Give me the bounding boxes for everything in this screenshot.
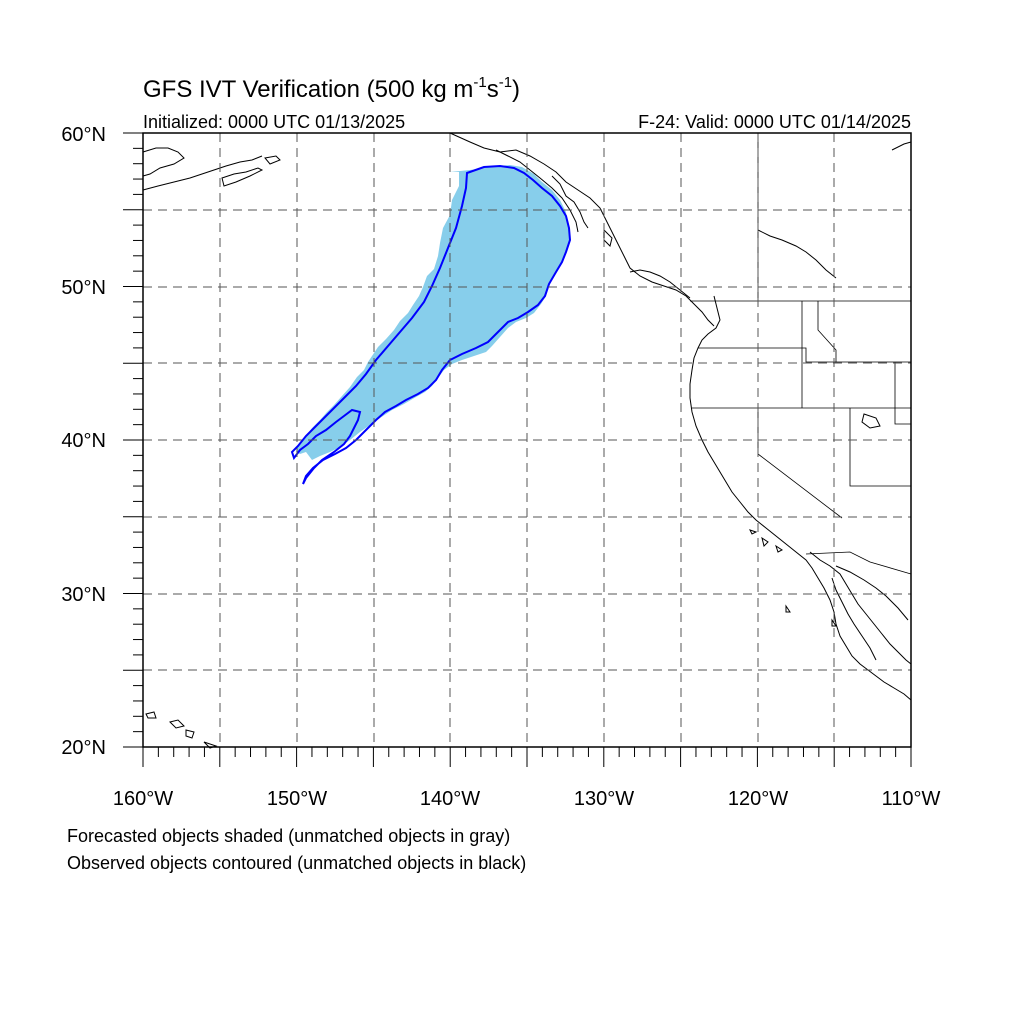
lon-label-150w: 150°W: [267, 788, 327, 810]
lat-label-50: 50°N: [61, 277, 106, 299]
lat-label-20: 20°N: [61, 737, 106, 759]
latitude-labels: 60°N 50°N 40°N 30°N 20°N: [61, 124, 106, 759]
lon-label-130w: 130°W: [574, 788, 634, 810]
lon-label-160w: 160°W: [113, 788, 173, 810]
political-borders: [690, 133, 912, 575]
note-forecast: Forecasted objects shaded (unmatched obj…: [67, 826, 510, 846]
lon-label-140w: 140°W: [420, 788, 480, 810]
initialized-label: Initialized: 0000 UTC 01/13/2025: [143, 112, 405, 132]
lon-label-120w: 120°W: [728, 788, 788, 810]
longitude-labels: 160°W 150°W 140°W 130°W 120°W 110°W: [113, 788, 941, 810]
coastlines: [142, 132, 912, 749]
lat-label-30: 30°N: [61, 584, 106, 606]
valid-time-label: F-24: Valid: 0000 UTC 01/14/2025: [638, 112, 911, 132]
lat-label-60: 60°N: [61, 124, 106, 146]
figure-title: GFS IVT Verification (500 kg m-1s-1): [143, 74, 520, 103]
lon-label-110w: 110°W: [882, 788, 941, 810]
note-observed: Observed objects contoured (unmatched ob…: [67, 853, 526, 873]
observed-object-contour: [290, 164, 572, 485]
map-panel: [142, 132, 912, 749]
lat-label-40: 40°N: [61, 430, 106, 452]
axis-ticks: [123, 132, 912, 767]
forecast-object-shaded: [296, 165, 570, 460]
graticule: [143, 133, 911, 747]
